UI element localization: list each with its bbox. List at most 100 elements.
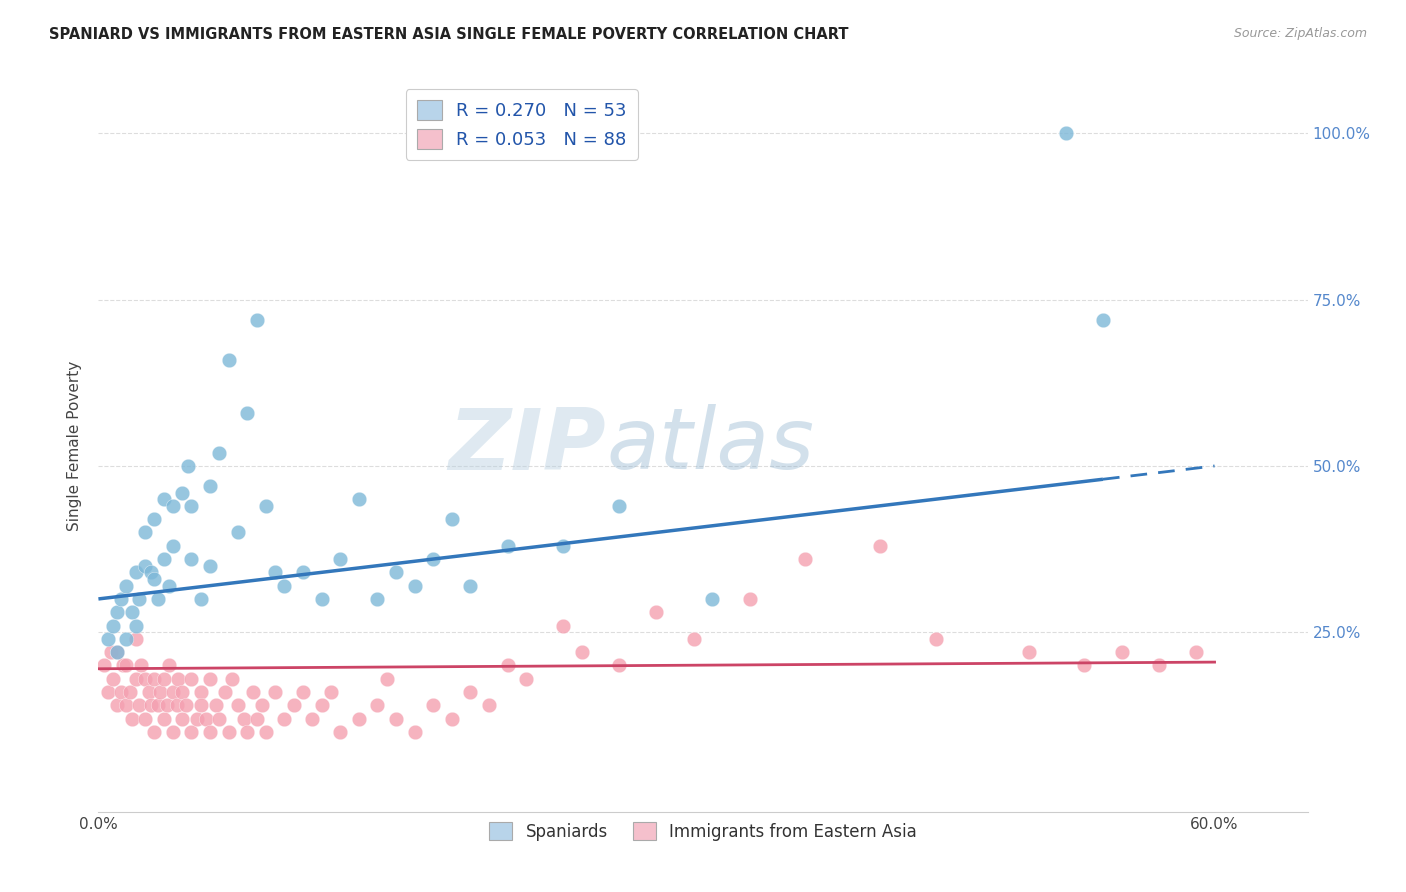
Point xyxy=(496,658,519,673)
Point xyxy=(607,658,630,673)
Point xyxy=(292,685,315,699)
Point xyxy=(869,539,891,553)
Point xyxy=(221,672,243,686)
Point xyxy=(156,698,179,713)
Y-axis label: Single Female Poverty: Single Female Poverty xyxy=(67,361,83,531)
Point xyxy=(645,605,668,619)
Point xyxy=(105,698,128,713)
Point xyxy=(105,645,128,659)
Point xyxy=(553,539,575,553)
Point xyxy=(273,579,295,593)
Point xyxy=(162,539,184,553)
Point xyxy=(195,712,218,726)
Point xyxy=(198,558,221,573)
Point xyxy=(93,658,115,673)
Point xyxy=(124,618,146,632)
Point xyxy=(166,698,188,713)
Point xyxy=(115,658,138,673)
Point xyxy=(385,712,408,726)
Point xyxy=(404,725,426,739)
Point xyxy=(177,458,200,473)
Point xyxy=(143,572,166,586)
Point xyxy=(924,632,946,646)
Point xyxy=(460,579,482,593)
Point xyxy=(134,712,156,726)
Point xyxy=(97,685,120,699)
Point xyxy=(105,645,128,659)
Point xyxy=(1111,645,1133,659)
Point xyxy=(1091,312,1114,326)
Point xyxy=(103,672,125,686)
Point xyxy=(138,685,160,699)
Point xyxy=(311,591,333,606)
Point xyxy=(329,552,352,566)
Point xyxy=(162,725,184,739)
Point xyxy=(162,685,184,699)
Point xyxy=(226,525,249,540)
Point xyxy=(204,698,226,713)
Point xyxy=(301,712,323,726)
Point xyxy=(515,672,537,686)
Point xyxy=(198,725,221,739)
Point xyxy=(167,672,190,686)
Point xyxy=(292,566,315,580)
Point xyxy=(347,492,370,507)
Point xyxy=(134,672,156,686)
Point xyxy=(250,698,273,713)
Point xyxy=(143,512,166,526)
Text: SPANIARD VS IMMIGRANTS FROM EASTERN ASIA SINGLE FEMALE POVERTY CORRELATION CHART: SPANIARD VS IMMIGRANTS FROM EASTERN ASIA… xyxy=(49,27,849,42)
Point xyxy=(273,712,295,726)
Point xyxy=(100,645,122,659)
Point xyxy=(180,552,202,566)
Point xyxy=(264,685,287,699)
Point xyxy=(218,725,240,739)
Point xyxy=(134,558,156,573)
Point xyxy=(319,685,342,699)
Text: Source: ZipAtlas.com: Source: ZipAtlas.com xyxy=(1233,27,1367,40)
Point xyxy=(1147,658,1170,673)
Point xyxy=(245,312,267,326)
Point xyxy=(124,566,146,580)
Point xyxy=(794,552,817,566)
Point xyxy=(422,552,444,566)
Point xyxy=(111,658,134,673)
Point xyxy=(375,672,398,686)
Point xyxy=(1054,127,1077,141)
Point xyxy=(218,352,240,367)
Point xyxy=(404,579,426,593)
Point xyxy=(208,712,231,726)
Point xyxy=(1018,645,1040,659)
Point xyxy=(152,672,174,686)
Point xyxy=(254,499,277,513)
Point xyxy=(553,618,575,632)
Point xyxy=(143,725,166,739)
Point xyxy=(146,698,169,713)
Point xyxy=(172,712,194,726)
Point xyxy=(134,525,156,540)
Point xyxy=(115,579,138,593)
Point xyxy=(128,591,150,606)
Point xyxy=(607,499,630,513)
Point xyxy=(118,685,141,699)
Point xyxy=(129,658,152,673)
Point xyxy=(283,698,305,713)
Point xyxy=(198,479,221,493)
Point xyxy=(311,698,333,713)
Point xyxy=(172,685,194,699)
Point xyxy=(236,725,259,739)
Point xyxy=(121,712,143,726)
Point xyxy=(146,591,169,606)
Point xyxy=(496,539,519,553)
Point xyxy=(226,698,249,713)
Point xyxy=(440,512,463,526)
Point xyxy=(347,712,370,726)
Text: ZIP: ZIP xyxy=(449,404,606,488)
Point xyxy=(152,712,174,726)
Point xyxy=(702,591,724,606)
Point xyxy=(478,698,501,713)
Point xyxy=(180,499,202,513)
Point xyxy=(236,406,259,420)
Point xyxy=(232,712,254,726)
Point xyxy=(115,698,138,713)
Point xyxy=(190,685,212,699)
